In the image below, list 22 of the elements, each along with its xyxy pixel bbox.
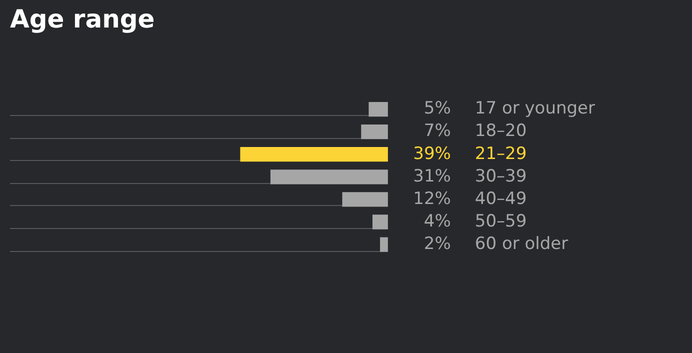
bar [342, 192, 388, 207]
bar [368, 102, 388, 117]
bar [270, 170, 388, 184]
data-label: 31% [413, 166, 451, 186]
y-tick-label: 21–29 [474, 144, 527, 164]
bar [372, 214, 388, 230]
data-label: 2% [424, 234, 451, 254]
data-label: 7% [424, 121, 451, 142]
bar [240, 147, 388, 162]
data-label: 4% [424, 211, 451, 232]
data-label: 5% [424, 98, 451, 119]
y-tick-label: 30–39 [474, 166, 527, 186]
data-label: 39% [413, 144, 451, 164]
data-label: 12% [413, 188, 451, 209]
bar [361, 124, 388, 140]
y-tick-label: 17 or younger [474, 98, 596, 119]
y-tick-label: 40–49 [474, 188, 527, 209]
y-tick-label: 18–20 [474, 121, 527, 142]
chart-title: Age range [10, 4, 155, 34]
bar [380, 237, 388, 252]
y-tick-label: 60 or older [474, 234, 568, 254]
y-tick-label: 50–59 [474, 211, 527, 232]
